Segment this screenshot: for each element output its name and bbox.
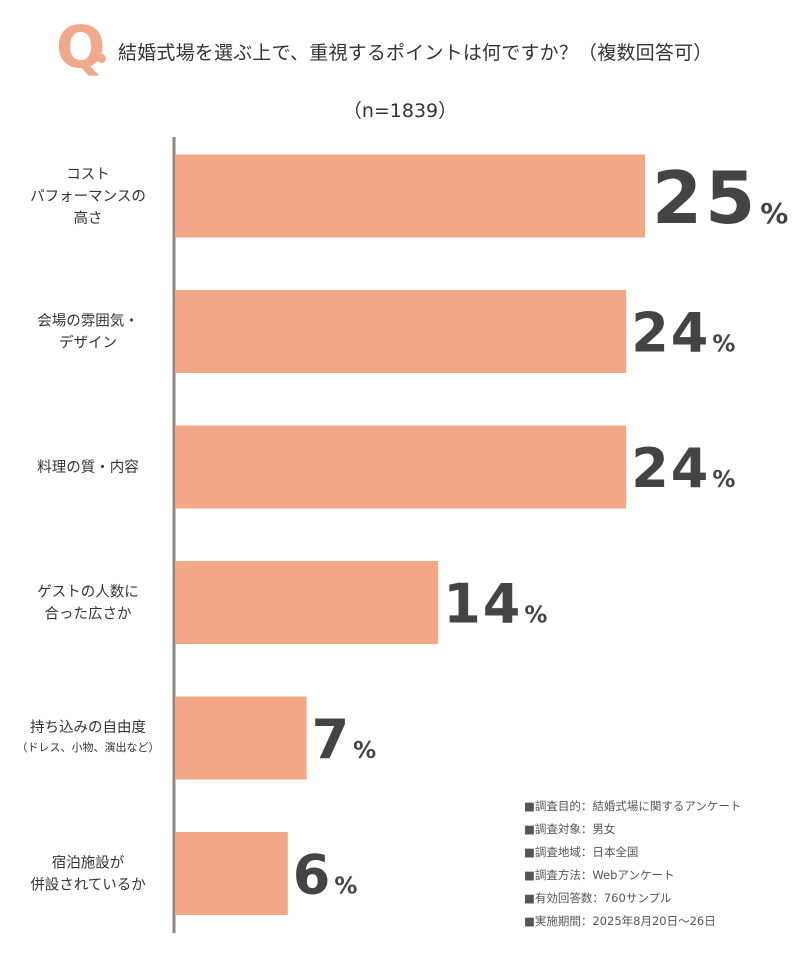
category-label-3-1: 合った広さか (45, 606, 132, 623)
category-label-2-0: 料理の質・内容 (37, 458, 139, 476)
note-method: ■調査方法：Webアンケート (524, 868, 675, 882)
category-label-3-0: ゲストの人数に (37, 584, 139, 601)
value-unit-2: % (712, 467, 735, 493)
note-period: ■実施期間：2025年8月20日〜26日 (524, 914, 716, 928)
question-q-dot (97, 54, 106, 63)
value-unit-5: % (334, 874, 357, 900)
category-label-1-0: 会場の雰囲気・ (37, 313, 139, 330)
bar-2 (175, 425, 627, 509)
value-number-1: 24 (631, 302, 710, 365)
question-title: 結婚式場を選ぶ上で、重視するポイントは何ですか？（複数回答可） (118, 42, 713, 64)
bar-5 (175, 832, 288, 915)
value-label-2: 24% (631, 437, 735, 500)
category-label-5-1: 併設されているか (30, 877, 146, 894)
category-sublabel-4: （ドレス、小物、演出など） (17, 740, 160, 754)
category-label-1-1: デザイン (59, 334, 117, 352)
category-label-4-0: 持ち込みの自由度 (30, 719, 146, 736)
category-label-0-0: コスト (66, 167, 110, 183)
value-number-0: 25 (652, 156, 758, 240)
bar-1 (175, 290, 627, 373)
value-number-4: 7 (312, 708, 352, 771)
note-target: ■調査対象：男女 (524, 822, 616, 836)
value-label-5: 6% (293, 844, 358, 907)
category-label-5-0: 宿泊施設が (52, 855, 125, 872)
value-number-5: 6 (293, 844, 333, 907)
value-unit-4: % (353, 738, 376, 764)
value-unit-1: % (712, 332, 735, 358)
note-region: ■調査地域：日本全国 (524, 845, 639, 859)
question-q-mark: Q (56, 13, 106, 81)
note-purpose: ■調査目的：結婚式場に関するアンケート (524, 799, 742, 813)
note-responses: ■有効回答数：760サンプル (524, 891, 672, 905)
value-number-3: 14 (443, 573, 522, 636)
bar-0 (175, 154, 645, 238)
value-label-1: 24% (631, 302, 735, 365)
value-number-2: 24 (631, 437, 710, 500)
value-unit-3: % (524, 603, 547, 629)
category-label-0-2: 高さ (74, 210, 103, 227)
category-label-0-1: パフォーマンスの (30, 188, 146, 205)
bar-3 (175, 561, 439, 644)
value-label-4: 7% (312, 708, 377, 771)
sample-size: （n=1839） (342, 100, 458, 122)
survey-notes: ■調査目的：結婚式場に関するアンケート ■調査対象：男女 ■調査地域：日本全国 … (524, 795, 741, 933)
value-unit-0: % (760, 197, 788, 230)
value-label-0: 25% (652, 156, 788, 240)
bar-4 (175, 696, 307, 780)
value-label-3: 14% (443, 573, 547, 636)
